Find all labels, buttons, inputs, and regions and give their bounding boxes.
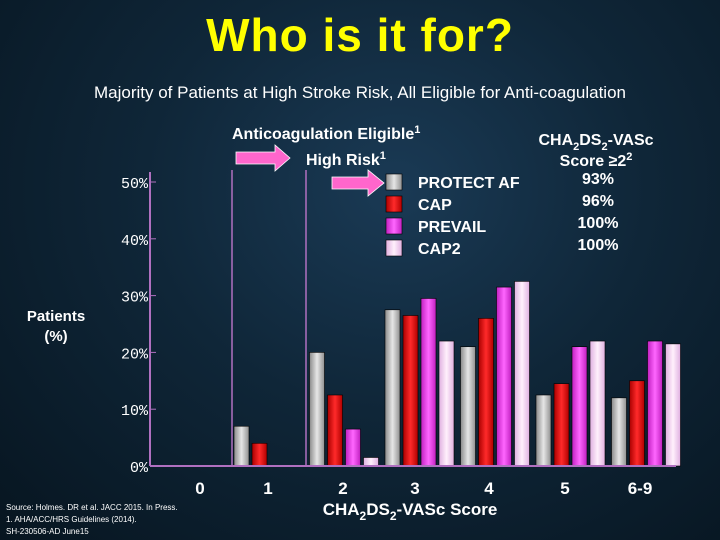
bar-protect-af bbox=[460, 346, 476, 467]
legend-value: 93% bbox=[582, 171, 614, 188]
bar-cap bbox=[629, 380, 645, 467]
y-tick-label: 40% bbox=[121, 233, 149, 250]
y-axis-label: Patients (%) bbox=[26, 308, 86, 345]
annotation-highrisk: High Risk1 bbox=[306, 150, 386, 169]
bar-protect-af bbox=[233, 425, 250, 467]
legend-value: 100% bbox=[578, 237, 619, 254]
bar-protect-af bbox=[611, 397, 627, 467]
bar-prevail bbox=[420, 298, 437, 467]
bar-cap bbox=[327, 394, 343, 467]
legend-swatch bbox=[385, 217, 403, 235]
legend-swatch bbox=[385, 195, 403, 213]
legend-swatch bbox=[385, 173, 403, 191]
source-line: Source: Holmes. DR et al. JACC 2015. In … bbox=[6, 503, 178, 512]
bar-prevail bbox=[345, 428, 361, 467]
legend-label: PREVAIL bbox=[418, 219, 486, 236]
x-tick-label: 1 bbox=[263, 479, 272, 498]
bar-cap2 bbox=[438, 340, 455, 467]
bar-protect-af bbox=[384, 309, 401, 467]
source-line: 1. AHA/ACC/HRS Guidelines (2014). bbox=[6, 515, 137, 524]
legend-label: CAP2 bbox=[418, 241, 461, 258]
bar-cap2 bbox=[363, 457, 379, 467]
y-tick-label: 0% bbox=[130, 460, 149, 477]
x-tick-label: 4 bbox=[484, 479, 494, 498]
arrow-highrisk bbox=[331, 169, 385, 197]
score-header-line1: CHA2DS2-VASc bbox=[538, 132, 653, 153]
y-tick-label: 10% bbox=[121, 403, 149, 420]
score-header-line2: Score ≥22 bbox=[560, 151, 633, 170]
bar-prevail bbox=[571, 346, 588, 467]
y-tick-label: 20% bbox=[121, 346, 149, 363]
bar-cap bbox=[402, 315, 419, 467]
source-line: SH-230506-AD June15 bbox=[6, 527, 89, 536]
x-tick-label: 0 bbox=[195, 479, 204, 498]
x-axis-label: CHA2DS2-VASc Score bbox=[323, 500, 498, 523]
x-tick-label: 3 bbox=[410, 479, 419, 498]
x-tick-label: 6-9 bbox=[628, 479, 653, 498]
bar-protect-af bbox=[535, 394, 552, 467]
bar-cap2 bbox=[665, 343, 681, 467]
bar-cap bbox=[251, 442, 268, 467]
annotation-anticoag: Anticoagulation Eligible1 bbox=[232, 124, 420, 143]
x-tick-label: 5 bbox=[560, 479, 569, 498]
bar-prevail bbox=[647, 340, 663, 467]
bar-protect-af bbox=[309, 352, 325, 467]
arrow-anticoag bbox=[235, 144, 291, 172]
bar-prevail bbox=[496, 286, 512, 467]
bar-cap2 bbox=[589, 340, 606, 467]
source-note: Source: Holmes. DR et al. JACC 2015. In … bbox=[6, 502, 178, 538]
legend-label: CAP bbox=[418, 197, 452, 214]
legend-label: PROTECT AF bbox=[418, 175, 520, 192]
page-subtitle: Majority of Patients at High Stroke Risk… bbox=[94, 83, 626, 102]
bar-cap bbox=[478, 318, 494, 467]
y-tick-label: 50% bbox=[121, 176, 149, 193]
y-tick-label: 30% bbox=[121, 290, 149, 307]
bar-cap2 bbox=[514, 281, 530, 467]
bar-cap bbox=[553, 383, 570, 467]
legend-value: 100% bbox=[578, 215, 619, 232]
legend-swatch bbox=[385, 239, 403, 257]
page-title: Who is it for? bbox=[206, 9, 514, 61]
legend-value: 96% bbox=[582, 193, 614, 210]
x-tick-label: 2 bbox=[338, 479, 347, 498]
